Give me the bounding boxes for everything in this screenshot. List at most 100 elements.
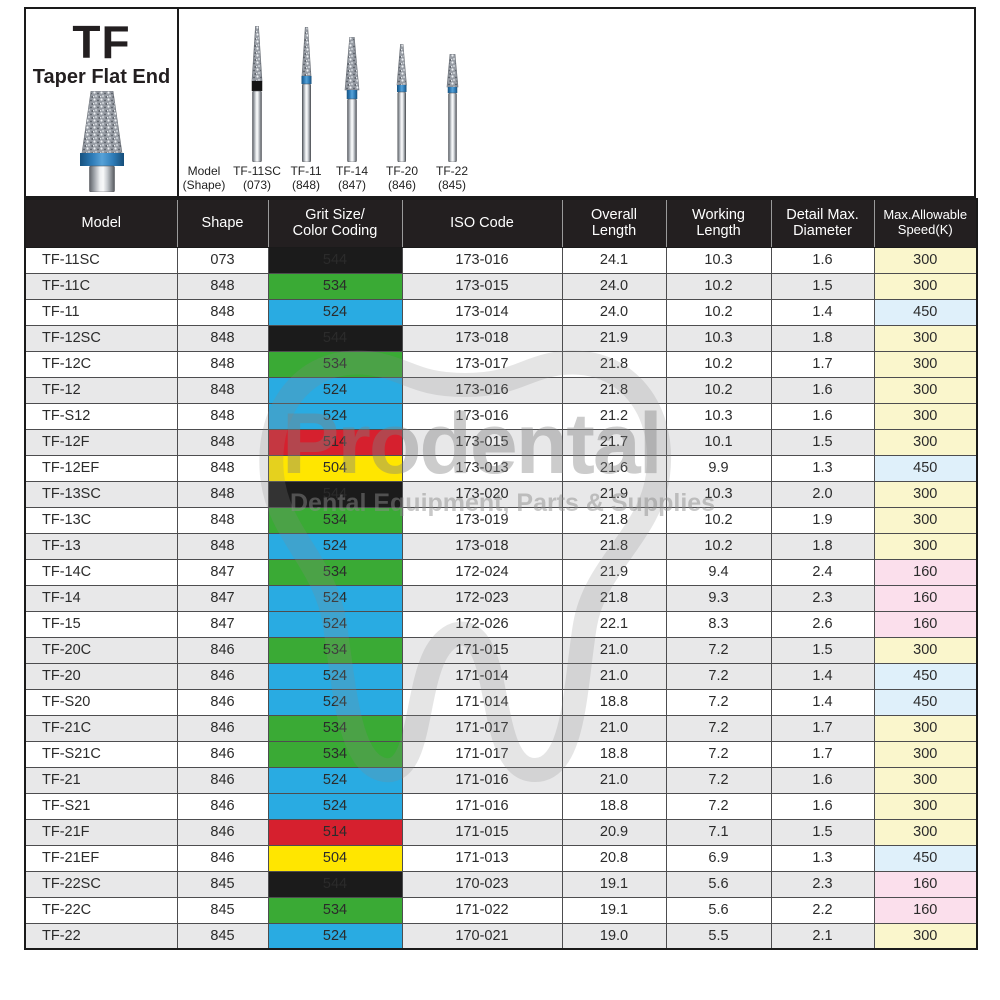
table-row: TF-21C 846 534 171-017 21.0 7.2 1.7 300 xyxy=(24,714,978,742)
cell-iso: 172-023 xyxy=(401,584,563,612)
table-row: TF-20 846 524 171-014 21.0 7.2 1.4 450 xyxy=(24,662,978,690)
cell-diameter: 1.3 xyxy=(770,454,875,482)
cell-diameter: 1.6 xyxy=(770,246,875,274)
cell-grit: 524 xyxy=(267,532,403,560)
cell-shape: 848 xyxy=(176,454,269,482)
cell-shape: 846 xyxy=(176,714,269,742)
cell-model: TF-S12 xyxy=(24,402,178,430)
cell-model: TF-21EF xyxy=(24,844,178,872)
cell-grit: 514 xyxy=(267,818,403,846)
cell-iso: 171-014 xyxy=(401,688,563,716)
cell-grit: 534 xyxy=(267,740,403,768)
cell-overall: 21.9 xyxy=(561,558,667,586)
cell-speed: 300 xyxy=(873,428,978,456)
cell-working: 5.6 xyxy=(665,870,772,898)
table-row: TF-11SC 073 544 173-016 24.1 10.3 1.6 300 xyxy=(24,246,978,274)
table-row: TF-21EF 846 504 171-013 20.8 6.9 1.3 450 xyxy=(24,844,978,872)
cell-speed: 160 xyxy=(873,896,978,924)
cell-shape: 845 xyxy=(176,870,269,898)
cell-speed: 300 xyxy=(873,324,978,352)
cell-speed: 300 xyxy=(873,246,978,274)
cell-shape: 848 xyxy=(176,480,269,508)
cell-shape: 846 xyxy=(176,740,269,768)
cell-grit: 524 xyxy=(267,610,403,638)
cell-working: 10.2 xyxy=(665,272,772,300)
bur-closeup-image xyxy=(79,90,125,197)
cell-grit: 534 xyxy=(267,272,403,300)
cell-speed: 300 xyxy=(873,376,978,404)
cell-overall: 19.1 xyxy=(561,896,667,924)
cell-shape: 848 xyxy=(176,376,269,404)
cell-grit: 544 xyxy=(267,480,403,508)
table-row: TF-12 848 524 173-016 21.8 10.2 1.6 300 xyxy=(24,376,978,404)
cell-diameter: 1.5 xyxy=(770,428,875,456)
cell-shape: 848 xyxy=(176,506,269,534)
cell-grit: 524 xyxy=(267,402,403,430)
cell-working: 9.4 xyxy=(665,558,772,586)
cell-working: 9.3 xyxy=(665,584,772,612)
cell-overall: 21.8 xyxy=(561,532,667,560)
cell-grit: 524 xyxy=(267,766,403,794)
bur-label: TF-22 (845) xyxy=(435,164,468,193)
cell-grit: 514 xyxy=(267,428,403,456)
cell-model: TF-22SC xyxy=(24,870,178,898)
cell-speed: 300 xyxy=(873,480,978,508)
cell-speed: 300 xyxy=(873,922,978,950)
cell-diameter: 1.9 xyxy=(770,506,875,534)
cell-working: 5.6 xyxy=(665,896,772,924)
cell-diameter: 1.8 xyxy=(770,532,875,560)
cell-iso: 173-013 xyxy=(401,454,563,482)
cell-grit: 524 xyxy=(267,662,403,690)
cell-overall: 18.8 xyxy=(561,688,667,716)
table-row: TF-12SC 848 544 173-018 21.9 10.3 1.8 300 xyxy=(24,324,978,352)
cell-diameter: 2.0 xyxy=(770,480,875,508)
table-row: TF-21F 846 514 171-015 20.9 7.1 1.5 300 xyxy=(24,818,978,846)
product-header: TF Taper Flat End Model (Shape) TF-11SC … xyxy=(24,7,976,198)
cell-overall: 21.8 xyxy=(561,506,667,534)
cell-speed: 300 xyxy=(873,636,978,664)
spec-table-body: TF-11SC 073 544 173-016 24.1 10.3 1.6 300 TF-11C… xyxy=(24,246,978,950)
cell-iso: 171-014 xyxy=(401,662,563,690)
table-row: TF-21 846 524 171-016 21.0 7.2 1.6 300 xyxy=(24,766,978,794)
cell-diameter: 1.7 xyxy=(770,740,875,768)
cell-model: TF-13 xyxy=(24,532,178,560)
cell-model: TF-12 xyxy=(24,376,178,404)
cell-grit: 534 xyxy=(267,558,403,586)
cell-grit: 534 xyxy=(267,714,403,742)
cell-shape: 846 xyxy=(176,688,269,716)
table-row: TF-22C 845 534 171-022 19.1 5.6 2.2 160 xyxy=(24,896,978,924)
table-row: TF-S12 848 524 173-016 21.2 10.3 1.6 300 xyxy=(24,402,978,430)
cell-iso: 171-015 xyxy=(401,818,563,846)
cell-diameter: 2.3 xyxy=(770,584,875,612)
cell-diameter: 1.6 xyxy=(770,402,875,430)
cell-overall: 21.0 xyxy=(561,766,667,794)
cell-model: TF-11SC xyxy=(24,246,178,274)
cell-speed: 450 xyxy=(873,688,978,716)
column-header-iso-code: ISO Code xyxy=(402,199,563,248)
table-row: TF-12C 848 534 173-017 21.8 10.2 1.7 300 xyxy=(24,350,978,378)
cell-grit: 534 xyxy=(267,896,403,924)
cell-working: 10.3 xyxy=(665,246,772,274)
cell-iso: 172-024 xyxy=(401,558,563,586)
cell-iso: 171-015 xyxy=(401,636,563,664)
cell-speed: 300 xyxy=(873,766,978,794)
column-header-grit: Grit Size/ Color Coding xyxy=(268,199,403,248)
table-row: TF-22 845 524 170-021 19.0 5.5 2.1 300 xyxy=(24,922,978,950)
cell-diameter: 1.6 xyxy=(770,792,875,820)
cell-overall: 21.0 xyxy=(561,714,667,742)
cell-iso: 173-017 xyxy=(401,350,563,378)
cell-shape: 846 xyxy=(176,636,269,664)
cell-working: 10.2 xyxy=(665,532,772,560)
cell-grit: 534 xyxy=(267,350,403,378)
cell-working: 7.2 xyxy=(665,714,772,742)
cell-working: 10.3 xyxy=(665,402,772,430)
table-row: TF-S21C 846 534 171-017 18.8 7.2 1.7 300 xyxy=(24,740,978,768)
column-header-detail-max-diameter: Detail Max. Diameter xyxy=(771,199,875,248)
bur-figure: TF-11SC (073) xyxy=(215,26,299,193)
cell-model: TF-S21C xyxy=(24,740,178,768)
cell-shape: 848 xyxy=(176,298,269,326)
spec-table: Model Shape Grit Size/ Color Coding ISO Cod… xyxy=(24,198,978,950)
cell-working: 7.2 xyxy=(665,740,772,768)
cell-shape: 846 xyxy=(176,844,269,872)
cell-overall: 19.1 xyxy=(561,870,667,898)
